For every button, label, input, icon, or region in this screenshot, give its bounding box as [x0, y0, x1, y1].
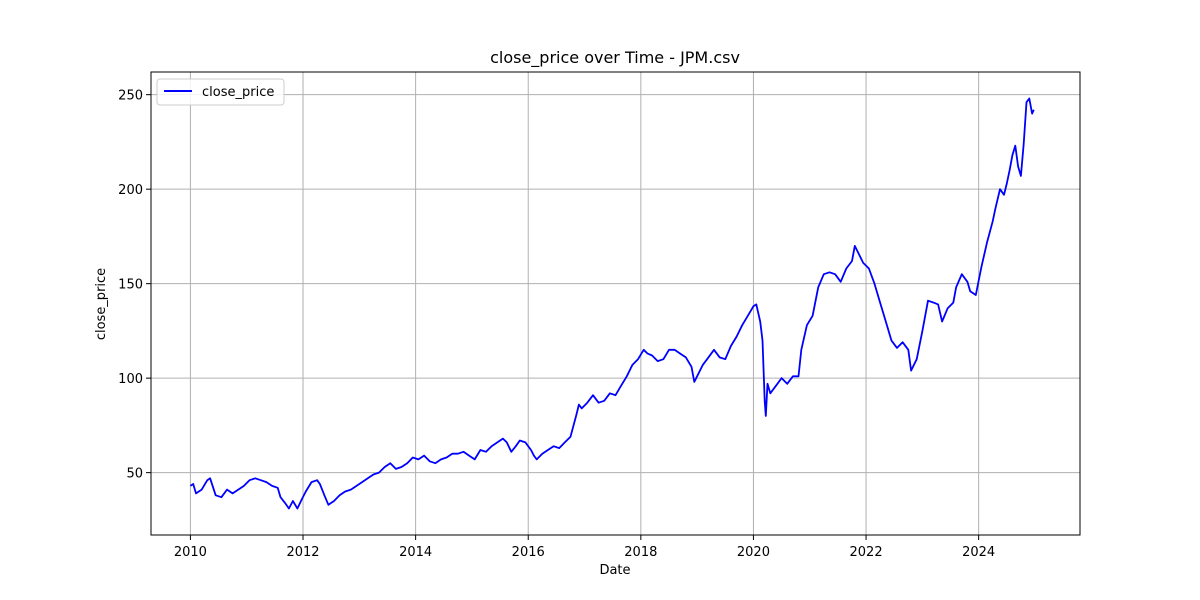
y-tick-label: 50 [126, 467, 143, 482]
x-tick-label: 2014 [399, 545, 432, 560]
x-tick-label: 2020 [737, 545, 770, 560]
chart-title: close_price over Time - JPM.csv [490, 48, 740, 68]
y-axis-title: close_price [94, 268, 109, 340]
legend-label: close_price [202, 85, 274, 100]
legend-box [156, 78, 285, 106]
x-tick-label: 2012 [286, 545, 319, 560]
x-tick-label: 2016 [512, 545, 545, 560]
y-tick-label: 150 [118, 278, 143, 293]
x-tick-label: 2018 [624, 545, 657, 560]
x-tick-label: 2022 [850, 545, 883, 560]
y-axis-ticks: 50 100 150 200 250 [118, 89, 151, 482]
x-axis-ticks: 2010 2012 2014 2016 2018 2020 2022 2024 [174, 535, 995, 560]
y-tick-label: 250 [118, 89, 143, 104]
x-axis-title: Date [599, 563, 630, 578]
x-tick-label: 2010 [174, 545, 207, 560]
grid-lines [151, 72, 1080, 535]
series-layer [189, 97, 1035, 510]
x-tick-label: 2024 [962, 545, 995, 560]
plot-area-frame [150, 71, 1081, 536]
series-line-close_price [189, 97, 1035, 510]
y-tick-label: 100 [118, 372, 143, 387]
y-tick-label: 200 [118, 183, 143, 198]
legend: close_price [156, 78, 285, 106]
